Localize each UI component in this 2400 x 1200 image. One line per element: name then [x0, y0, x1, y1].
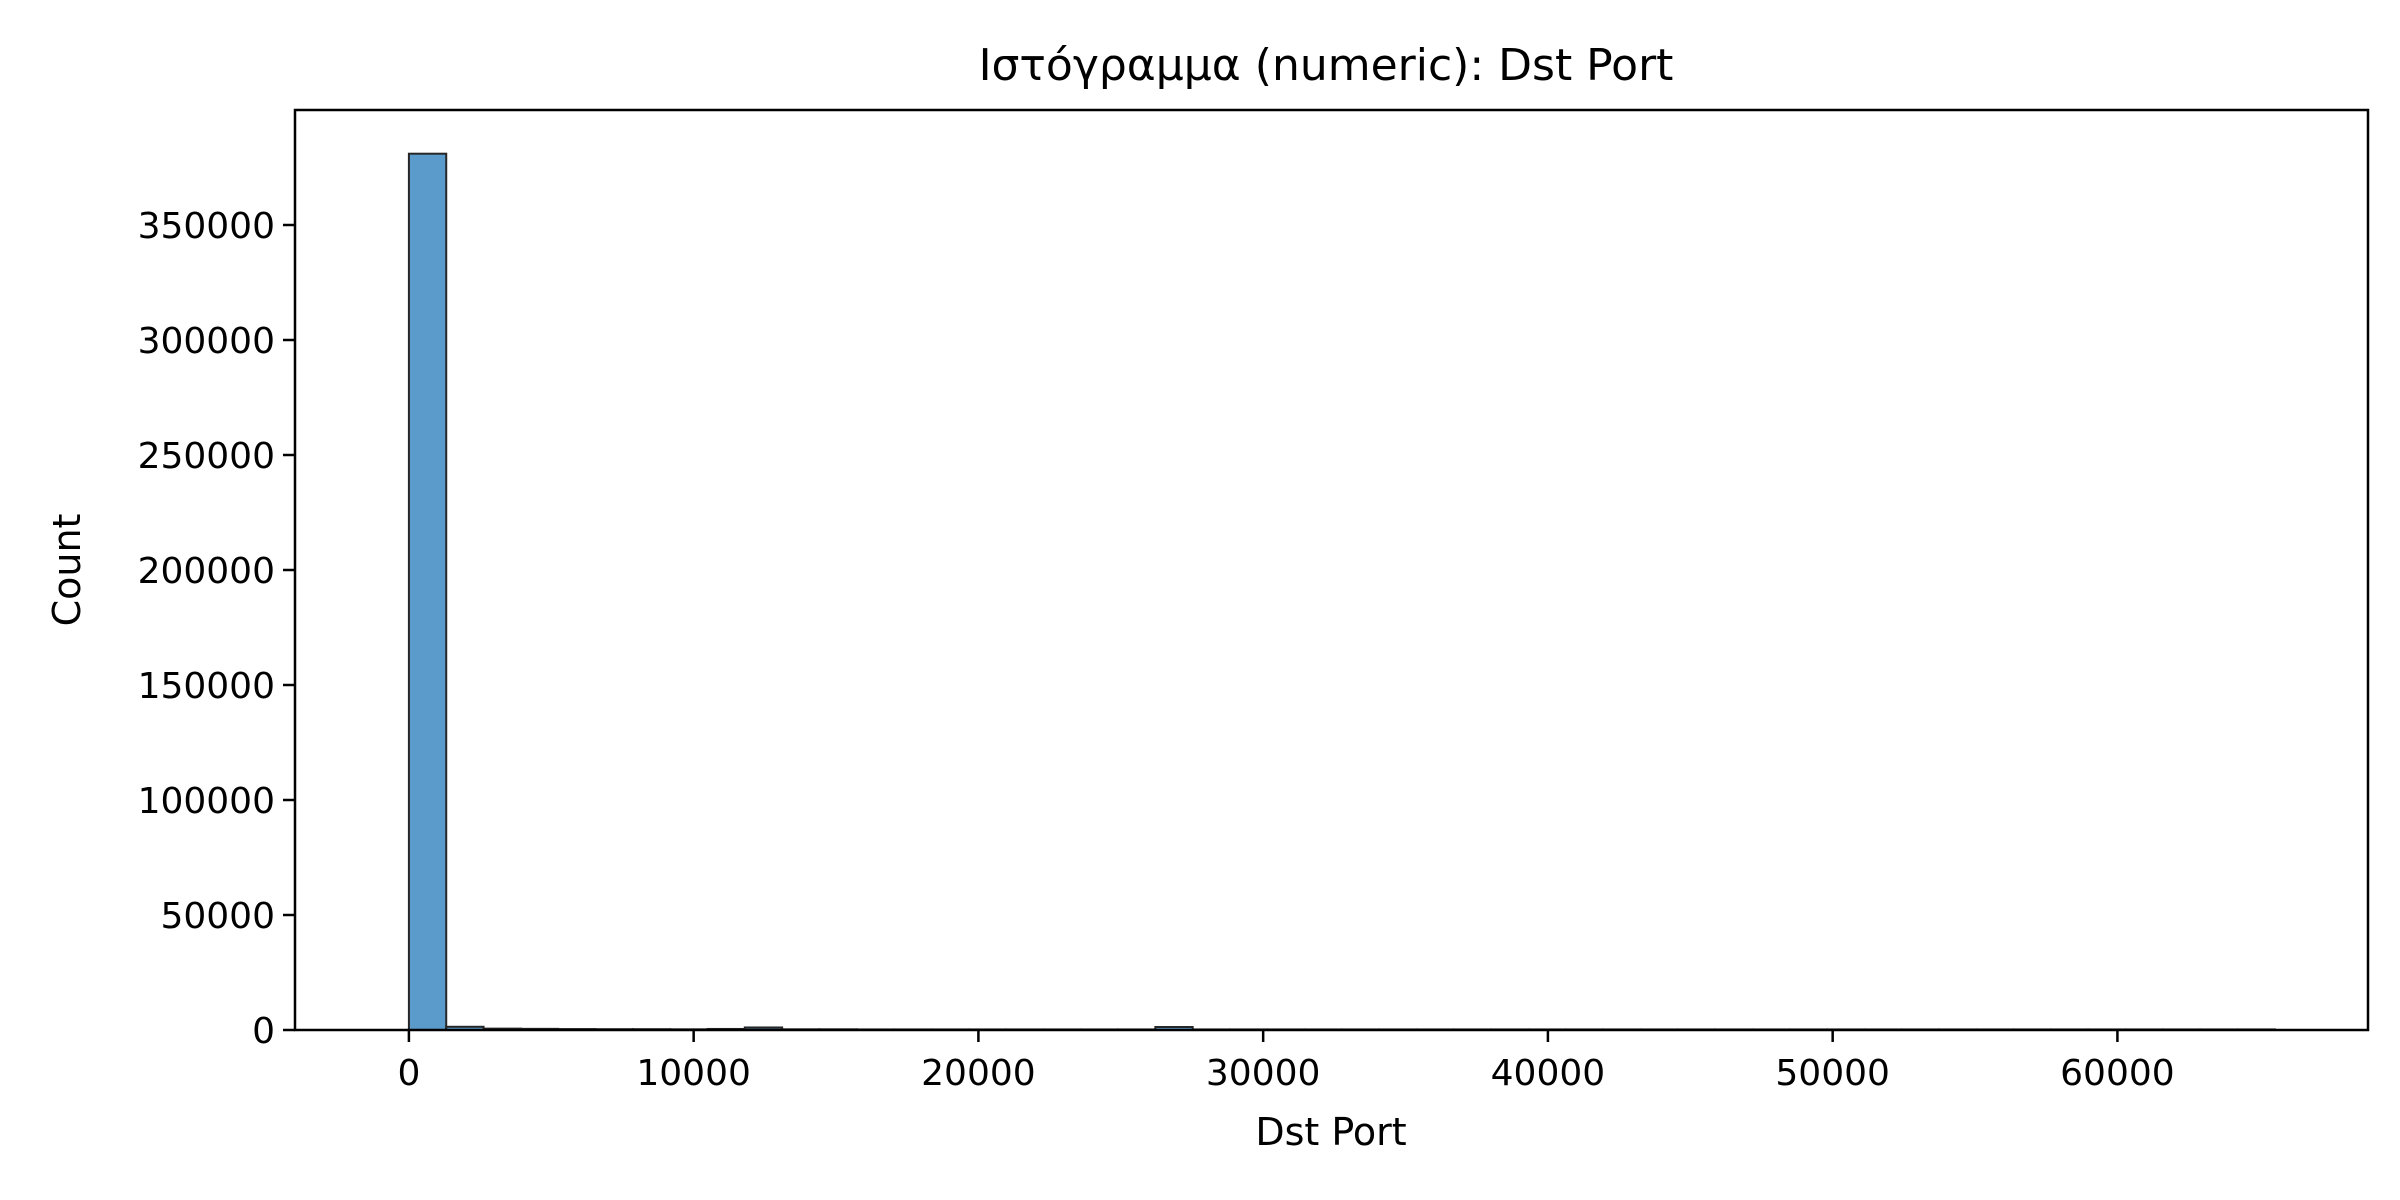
y-tick-label: 150000: [138, 666, 275, 707]
x-axis-ticks: 0 10000 20000 30000 40000 50000 60000: [397, 1030, 2175, 1094]
y-tick-label: 50000: [160, 896, 275, 937]
bars-group: [407, 152, 2277, 1032]
y-tick-label: 100000: [138, 781, 275, 822]
y-axis-ticks: 0 50000 100000 150000 200000 250000 300000 3500…: [138, 206, 295, 1052]
chart-title: Ιστόγραμμα (numeric): Dst Port: [979, 40, 1674, 91]
y-tick-label: 250000: [138, 436, 275, 477]
x-tick-label: 20000: [921, 1053, 1036, 1094]
x-axis-label: Dst Port: [1255, 1110, 1406, 1154]
y-tick-label: 0: [252, 1011, 275, 1052]
y-axis-label: Count: [45, 514, 89, 627]
y-tick-label: 350000: [138, 206, 275, 247]
x-tick-label: 10000: [636, 1053, 751, 1094]
plot-frame: [293, 108, 2370, 1032]
y-tick-label: 300000: [138, 321, 275, 362]
histogram-bar: [407, 152, 448, 1031]
x-tick-label: 50000: [1775, 1053, 1890, 1094]
x-tick-label: 30000: [1206, 1053, 1321, 1094]
x-tick-label: 40000: [1491, 1053, 1606, 1094]
y-tick-label: 200000: [138, 551, 275, 592]
x-tick-label: 0: [397, 1053, 420, 1094]
x-tick-label: 60000: [2060, 1053, 2175, 1094]
